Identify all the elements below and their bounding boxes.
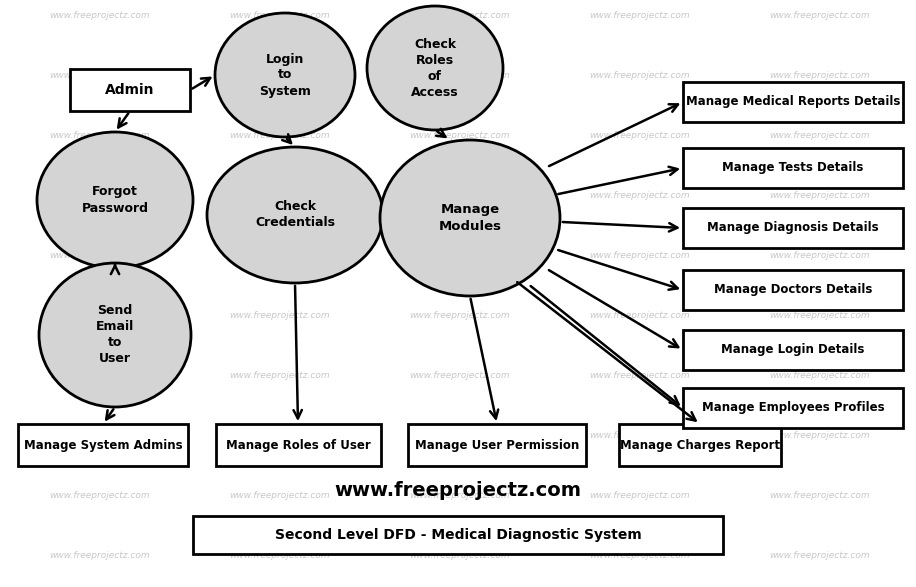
Text: Manage Doctors Details: Manage Doctors Details [714, 284, 872, 296]
Bar [683, 148, 903, 188]
Text: www.freeprojectz.com: www.freeprojectz.com [590, 191, 691, 200]
Text: www.freeprojectz.com: www.freeprojectz.com [769, 70, 870, 79]
Text: www.freeprojectz.com: www.freeprojectz.com [230, 251, 331, 259]
Text: www.freeprojectz.com: www.freeprojectz.com [49, 491, 150, 500]
Bar [18, 424, 188, 466]
Text: Admin: Admin [105, 83, 155, 97]
Text: www.freeprojectz.com: www.freeprojectz.com [409, 191, 510, 200]
Text: www.freeprojectz.com: www.freeprojectz.com [230, 11, 331, 19]
Text: www.freeprojectz.com: www.freeprojectz.com [409, 130, 510, 140]
Bar [215, 424, 380, 466]
Text: www.freeprojectz.com: www.freeprojectz.com [409, 551, 510, 559]
Text: www.freeprojectz.com: www.freeprojectz.com [590, 251, 691, 259]
Text: www.freeprojectz.com: www.freeprojectz.com [769, 191, 870, 200]
Bar [408, 424, 586, 466]
Text: Manage Charges Report: Manage Charges Report [620, 438, 780, 451]
Text: Second Level DFD - Medical Diagnostic System: Second Level DFD - Medical Diagnostic Sy… [275, 528, 641, 542]
Text: www.freeprojectz.com: www.freeprojectz.com [769, 11, 870, 19]
Text: www.freeprojectz.com: www.freeprojectz.com [230, 311, 331, 319]
Text: Manage Roles of User: Manage Roles of User [225, 438, 370, 451]
Text: www.freeprojectz.com: www.freeprojectz.com [49, 191, 150, 200]
Text: www.freeprojectz.com: www.freeprojectz.com [590, 430, 691, 440]
Text: www.freeprojectz.com: www.freeprojectz.com [334, 481, 582, 500]
Text: Manage User Permission: Manage User Permission [415, 438, 579, 451]
Text: Manage System Admins: Manage System Admins [24, 438, 182, 451]
Text: www.freeprojectz.com: www.freeprojectz.com [49, 130, 150, 140]
Text: www.freeprojectz.com: www.freeprojectz.com [230, 491, 331, 500]
Text: www.freeprojectz.com: www.freeprojectz.com [409, 70, 510, 79]
Text: www.freeprojectz.com: www.freeprojectz.com [409, 251, 510, 259]
Text: www.freeprojectz.com: www.freeprojectz.com [49, 551, 150, 559]
Text: Check
Credentials: Check Credentials [255, 201, 335, 230]
Ellipse shape [215, 13, 355, 137]
Text: www.freeprojectz.com: www.freeprojectz.com [769, 311, 870, 319]
Text: www.freeprojectz.com: www.freeprojectz.com [49, 370, 150, 380]
Text: www.freeprojectz.com: www.freeprojectz.com [590, 311, 691, 319]
Bar [683, 270, 903, 310]
Text: www.freeprojectz.com: www.freeprojectz.com [409, 311, 510, 319]
Bar [683, 82, 903, 122]
Text: www.freeprojectz.com: www.freeprojectz.com [769, 251, 870, 259]
Bar [683, 388, 903, 428]
Text: www.freeprojectz.com: www.freeprojectz.com [769, 491, 870, 500]
Text: Manage Employees Profiles: Manage Employees Profiles [702, 402, 884, 414]
Text: www.freeprojectz.com: www.freeprojectz.com [769, 370, 870, 380]
Text: www.freeprojectz.com: www.freeprojectz.com [49, 430, 150, 440]
Text: www.freeprojectz.com: www.freeprojectz.com [49, 70, 150, 79]
Ellipse shape [39, 263, 191, 407]
Text: www.freeprojectz.com: www.freeprojectz.com [769, 130, 870, 140]
Text: Login
to
System: Login to System [259, 52, 311, 97]
Text: Send
Email
to
User: Send Email to User [96, 305, 134, 366]
Text: www.freeprojectz.com: www.freeprojectz.com [769, 430, 870, 440]
Text: Manage Tests Details: Manage Tests Details [723, 161, 864, 174]
Text: www.freeprojectz.com: www.freeprojectz.com [230, 430, 331, 440]
Text: www.freeprojectz.com: www.freeprojectz.com [230, 70, 331, 79]
Text: www.freeprojectz.com: www.freeprojectz.com [409, 370, 510, 380]
Text: www.freeprojectz.com: www.freeprojectz.com [590, 11, 691, 19]
Ellipse shape [367, 6, 503, 130]
Bar [683, 208, 903, 248]
Text: Check
Roles
of
Access: Check Roles of Access [411, 38, 459, 99]
Ellipse shape [207, 147, 383, 283]
Text: www.freeprojectz.com: www.freeprojectz.com [230, 191, 331, 200]
Bar [193, 516, 723, 554]
Text: www.freeprojectz.com: www.freeprojectz.com [590, 370, 691, 380]
Text: Forgot
Password: Forgot Password [82, 185, 148, 214]
Text: www.freeprojectz.com: www.freeprojectz.com [590, 551, 691, 559]
Text: Manage Login Details: Manage Login Details [721, 343, 865, 356]
Text: www.freeprojectz.com: www.freeprojectz.com [590, 491, 691, 500]
Text: www.freeprojectz.com: www.freeprojectz.com [230, 130, 331, 140]
Text: www.freeprojectz.com: www.freeprojectz.com [590, 70, 691, 79]
Text: Manage Medical Reports Details: Manage Medical Reports Details [686, 96, 900, 109]
Text: Manage Diagnosis Details: Manage Diagnosis Details [707, 221, 878, 234]
Text: www.freeprojectz.com: www.freeprojectz.com [409, 491, 510, 500]
Text: www.freeprojectz.com: www.freeprojectz.com [49, 311, 150, 319]
Bar [683, 330, 903, 370]
Bar [619, 424, 781, 466]
Text: www.freeprojectz.com: www.freeprojectz.com [409, 11, 510, 19]
Bar [70, 69, 190, 111]
Text: www.freeprojectz.com: www.freeprojectz.com [230, 370, 331, 380]
Text: www.freeprojectz.com: www.freeprojectz.com [49, 11, 150, 19]
Text: www.freeprojectz.com: www.freeprojectz.com [409, 430, 510, 440]
Text: www.freeprojectz.com: www.freeprojectz.com [49, 251, 150, 259]
Text: www.freeprojectz.com: www.freeprojectz.com [590, 130, 691, 140]
Text: www.freeprojectz.com: www.freeprojectz.com [769, 551, 870, 559]
Ellipse shape [380, 140, 560, 296]
Ellipse shape [37, 132, 193, 268]
Text: Manage
Modules: Manage Modules [439, 204, 501, 232]
Text: www.freeprojectz.com: www.freeprojectz.com [230, 551, 331, 559]
